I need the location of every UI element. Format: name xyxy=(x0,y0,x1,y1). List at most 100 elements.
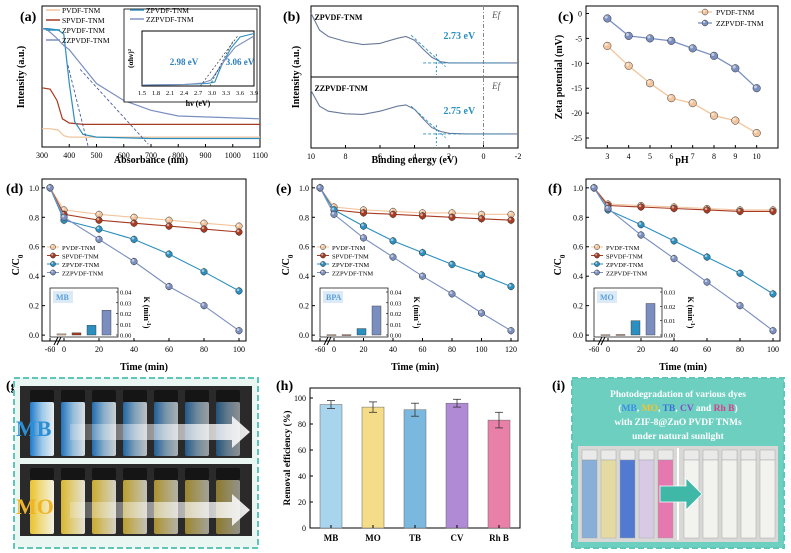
data-point-shine xyxy=(201,303,205,306)
data-point xyxy=(645,34,655,43)
data-point-shine xyxy=(508,328,512,331)
data-point xyxy=(130,219,138,227)
data-point xyxy=(448,290,456,298)
data-point-shine xyxy=(770,208,774,212)
data-point-dot xyxy=(235,287,243,295)
legend-marker-dot xyxy=(594,261,600,267)
legend-marker xyxy=(594,269,600,276)
data-point xyxy=(769,327,777,335)
data-point-shine xyxy=(737,270,741,274)
vial-body xyxy=(740,459,757,539)
data-point-dot xyxy=(667,94,676,103)
y-tick-label: 0.0 xyxy=(299,331,309,340)
legend-marker-shine xyxy=(595,270,598,273)
data-point-dot xyxy=(507,327,515,335)
data-point-dot xyxy=(688,99,697,108)
x-tick-label: 60 xyxy=(419,345,427,354)
caption-paren: ( xyxy=(618,403,621,414)
data-point-dot xyxy=(709,111,719,120)
data-point-shine xyxy=(704,279,708,283)
data-point-dot xyxy=(235,228,243,236)
legend-label: ZPVDF-TNM xyxy=(62,262,99,269)
series-line-spvdf-tnm xyxy=(41,87,260,126)
legend-marker xyxy=(50,269,56,276)
inset-y-tick-label: 0.02 xyxy=(120,311,131,318)
data-point xyxy=(46,184,54,192)
data-point xyxy=(736,302,744,310)
panel-letter: (a) xyxy=(20,10,37,25)
legend-marker-shine xyxy=(321,262,324,265)
data-point-dot xyxy=(389,237,397,245)
legend-marker-shine xyxy=(51,262,54,265)
bar xyxy=(319,404,343,529)
x-tick-label: 1000 xyxy=(225,151,241,160)
data-point-dot xyxy=(624,61,633,70)
tangent-line xyxy=(410,34,446,68)
data-point-dot xyxy=(769,327,777,335)
data-point xyxy=(709,111,719,120)
data-point xyxy=(235,287,243,295)
data-point-shine xyxy=(668,38,672,42)
inset-y-label: K (min-1) xyxy=(412,297,421,329)
legend-marker xyxy=(320,261,326,267)
y-axis-subscript: 0 xyxy=(287,254,295,258)
dye-name: CV xyxy=(680,404,694,414)
series-line xyxy=(319,187,512,221)
x-tick-label: 700 xyxy=(145,151,157,160)
vial-cap xyxy=(600,449,617,461)
y-tick-label: 20 xyxy=(298,498,306,507)
k-bar xyxy=(600,334,611,336)
k-bar xyxy=(356,328,367,336)
data-point-shine xyxy=(591,185,595,189)
inset-y-label-sup: -1 xyxy=(689,321,695,326)
data-point-shine xyxy=(605,205,609,209)
axis-break xyxy=(600,336,606,346)
caption-paren: ) xyxy=(734,403,737,414)
data-point-dot xyxy=(603,41,612,50)
data-point xyxy=(165,250,173,258)
arrow-icon xyxy=(70,494,250,526)
data-point-dot xyxy=(165,222,173,230)
legend-label: ZZPVDF-TNM xyxy=(62,36,110,45)
inset-y-tick-label: 0.00 xyxy=(664,333,675,340)
legend-marker-dot xyxy=(701,19,709,27)
legend-marker-dot xyxy=(594,244,600,250)
data-point-dot xyxy=(507,216,515,224)
data-point-shine xyxy=(390,238,394,242)
legend-marker-dot xyxy=(320,244,326,250)
legend-marker-dot xyxy=(50,252,56,259)
curve-name: ZPVDF-TNM xyxy=(314,13,362,22)
x-tick-label: 0 xyxy=(332,345,336,354)
data-point-dot xyxy=(418,249,427,257)
panel-e: (e) -60 0 20 40 60 80 100 120 0.0 0.2 0.4 0.6 0.8 1.0 T… xyxy=(276,178,519,373)
data-point xyxy=(130,235,138,243)
inset-y-label: K (min-1) xyxy=(686,297,695,329)
data-point-dot xyxy=(645,34,655,43)
data-point xyxy=(477,309,486,317)
legend-marker-dot xyxy=(320,252,326,259)
y-axis-label: Removal efficiency (%) xyxy=(282,411,293,506)
data-point-dot xyxy=(703,253,711,261)
legend-marker xyxy=(50,252,56,259)
data-point xyxy=(477,271,486,279)
inset-x-tick-label: 3.0 xyxy=(208,90,216,97)
data-point-dot xyxy=(769,207,777,215)
panel-d-inset: MB 0.00 0.01 0.02 0.03 0.04 K (min-1) xyxy=(49,287,151,340)
inset-x-tick-label: 3.3 xyxy=(222,90,230,97)
x-tick-label: 400 xyxy=(63,151,75,160)
vial-cap xyxy=(702,449,719,461)
x-tick-label: 3 xyxy=(605,152,609,161)
inset-y-tick-label: 0.03 xyxy=(664,290,675,297)
panel-b: (b) 10 8 6 4 2 0 -2 Binding energy (eV) Intensity… xyxy=(283,5,521,166)
data-point-dot xyxy=(731,64,740,73)
data-point xyxy=(667,94,676,103)
data-point xyxy=(389,210,397,218)
legend-label: SPVDF-TNM xyxy=(606,254,643,261)
vial-body xyxy=(600,459,617,539)
data-point-dot xyxy=(769,290,777,298)
data-point-shine xyxy=(331,207,335,211)
data-point-shine xyxy=(361,210,364,214)
data-point-shine xyxy=(61,214,65,218)
caption-sep: and xyxy=(694,404,714,414)
inset-x-label: hν (eV) xyxy=(186,99,211,108)
